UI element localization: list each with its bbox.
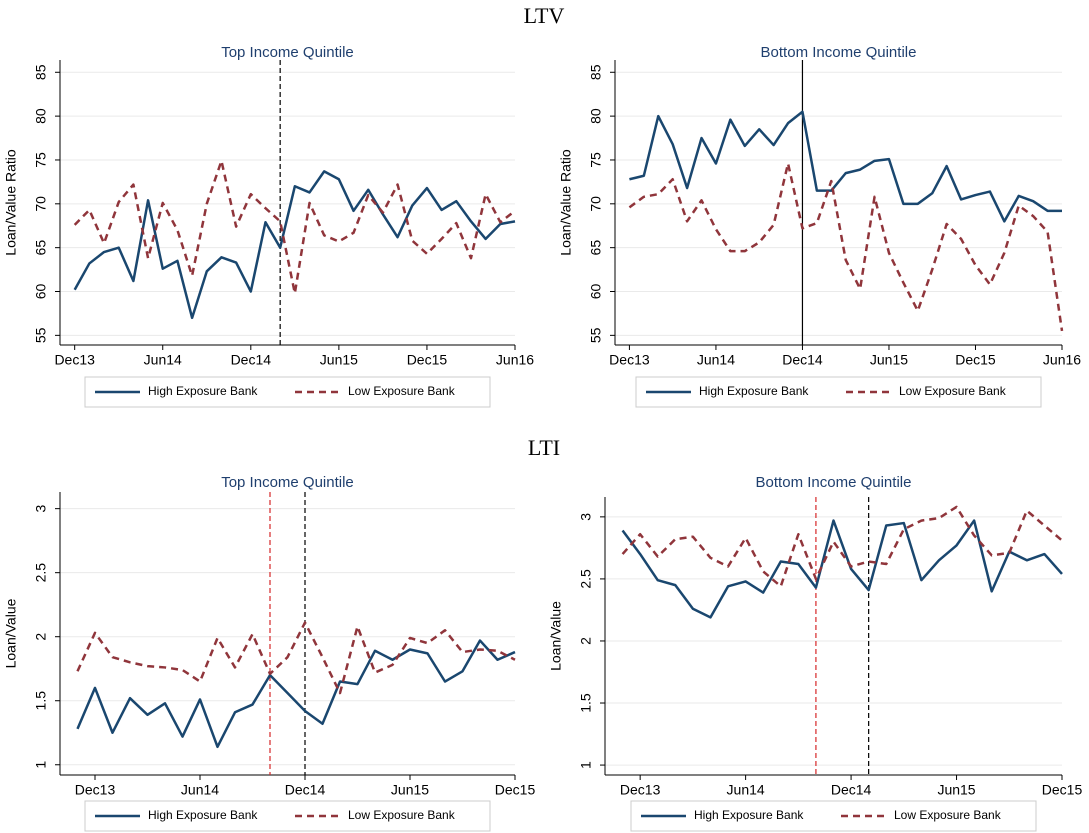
x-tick-label: Jun16 bbox=[496, 352, 534, 368]
y-tick-label: 3 bbox=[33, 505, 49, 513]
legend-label: High Exposure Bank bbox=[694, 808, 804, 822]
series-line bbox=[621, 519, 1063, 619]
y-tick-label: 85 bbox=[588, 64, 604, 80]
y-tick-label: 80 bbox=[33, 108, 49, 124]
x-tick-label: Jun14 bbox=[144, 352, 182, 368]
x-tick-label: Jun14 bbox=[181, 782, 219, 798]
series-line bbox=[629, 110, 1062, 223]
y-axis-title: Loan/Value Ratio bbox=[3, 149, 19, 256]
legend-label: Low Exposure Bank bbox=[899, 384, 1007, 398]
x-tick-label: Dec15 bbox=[495, 782, 536, 798]
legend-label: Low Exposure Bank bbox=[894, 808, 1002, 822]
legend-label: Low Exposure Bank bbox=[348, 384, 456, 398]
y-tick-label: 2.5 bbox=[578, 569, 594, 589]
y-tick-label: 65 bbox=[588, 240, 604, 256]
chart-subtitle: Top Income Quintile bbox=[221, 44, 354, 61]
legend-box bbox=[84, 800, 491, 832]
x-tick-label: Jun14 bbox=[697, 352, 735, 368]
y-tick-label: 55 bbox=[588, 327, 604, 343]
y-tick-label: 55 bbox=[33, 327, 49, 343]
x-tick-label: Dec13 bbox=[620, 782, 661, 798]
x-tick-label: Dec15 bbox=[955, 352, 996, 368]
series-line bbox=[628, 162, 1064, 332]
legend-label: High Exposure Bank bbox=[148, 808, 258, 822]
legend-box bbox=[84, 376, 491, 408]
x-tick-label: Dec14 bbox=[782, 352, 823, 368]
x-tick-label: Jun15 bbox=[937, 782, 975, 798]
y-tick-label: 2.5 bbox=[33, 563, 49, 583]
y-tick-label: 3 bbox=[578, 513, 594, 521]
legend-label: High Exposure Bank bbox=[699, 384, 809, 398]
y-tick-label: 75 bbox=[588, 152, 604, 168]
y-tick-label: 70 bbox=[588, 196, 604, 212]
section-heading: LTV bbox=[524, 3, 565, 28]
x-tick-label: Dec14 bbox=[231, 352, 272, 368]
y-tick-label: 1 bbox=[578, 761, 594, 769]
y-tick-label: 2 bbox=[33, 633, 49, 641]
x-tick-label: Dec14 bbox=[831, 782, 872, 798]
y-tick-label: 80 bbox=[588, 108, 604, 124]
chart-subtitle: Bottom Income Quintile bbox=[761, 44, 917, 61]
x-tick-label: Jun15 bbox=[320, 352, 358, 368]
chart-subtitle: Bottom Income Quintile bbox=[756, 474, 912, 491]
legend-label: High Exposure Bank bbox=[148, 384, 258, 398]
section-heading: LTI bbox=[528, 435, 560, 460]
y-tick-label: 60 bbox=[588, 284, 604, 300]
x-tick-label: Dec14 bbox=[285, 782, 326, 798]
legend-label: Low Exposure Bank bbox=[348, 808, 456, 822]
x-tick-label: Jun14 bbox=[727, 782, 765, 798]
series-line bbox=[76, 621, 516, 695]
y-axis-title: Loan/Value Ratio bbox=[558, 149, 574, 256]
x-tick-label: Dec15 bbox=[407, 352, 448, 368]
x-tick-label: Jun15 bbox=[870, 352, 908, 368]
y-tick-label: 1.5 bbox=[33, 691, 49, 711]
x-tick-label: Jun16 bbox=[1043, 352, 1081, 368]
series-line bbox=[73, 170, 516, 320]
x-tick-label: Dec13 bbox=[75, 782, 116, 798]
series-line bbox=[73, 159, 516, 295]
y-tick-label: 85 bbox=[33, 64, 49, 80]
series-line bbox=[76, 639, 516, 749]
y-axis-title: Loan/Value bbox=[3, 598, 19, 668]
y-tick-label: 60 bbox=[33, 284, 49, 300]
y-tick-label: 65 bbox=[33, 240, 49, 256]
series-line bbox=[621, 505, 1063, 588]
y-axis-title: Loan/Value bbox=[548, 601, 564, 671]
x-tick-label: Dec13 bbox=[609, 352, 650, 368]
chart-subtitle: Top Income Quintile bbox=[221, 474, 354, 491]
x-tick-label: Jun15 bbox=[391, 782, 429, 798]
x-tick-label: Dec13 bbox=[54, 352, 95, 368]
y-tick-label: 2 bbox=[578, 637, 594, 645]
y-tick-label: 1 bbox=[33, 761, 49, 769]
y-tick-label: 75 bbox=[33, 152, 49, 168]
x-tick-label: Dec15 bbox=[1042, 782, 1083, 798]
legend-box bbox=[635, 376, 1042, 408]
y-tick-label: 1.5 bbox=[578, 693, 594, 713]
y-tick-label: 70 bbox=[33, 196, 49, 212]
legend-box bbox=[630, 800, 1037, 832]
